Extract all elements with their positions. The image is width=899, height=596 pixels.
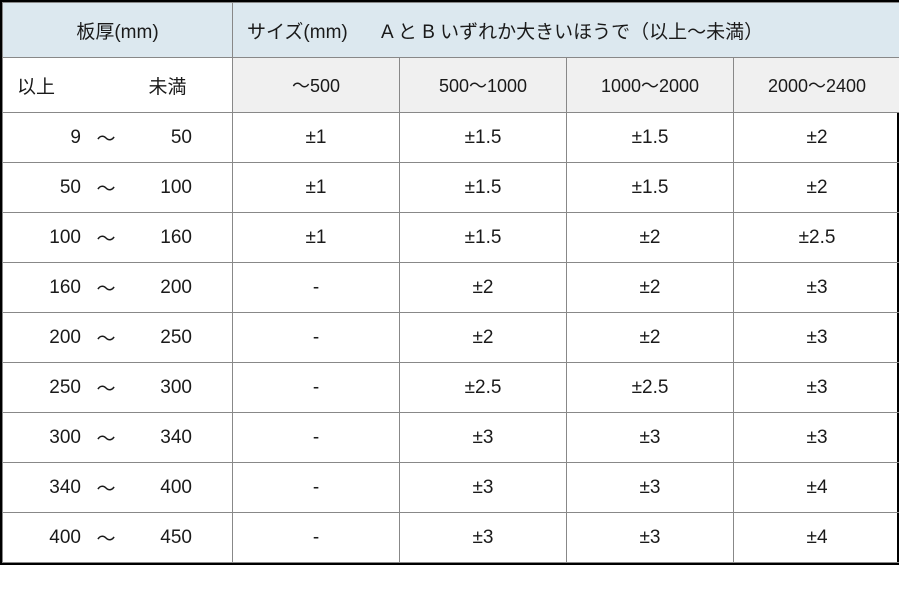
thickness-low: 100 xyxy=(21,227,81,249)
range-separator: ～ xyxy=(81,124,131,151)
tolerance-value: ±2.5 xyxy=(567,363,734,413)
thickness-low: 340 xyxy=(21,477,81,499)
tolerance-value: ±2 xyxy=(567,213,734,263)
thickness-low: 200 xyxy=(21,327,81,349)
thickness-range: 340～400 xyxy=(3,463,233,513)
tolerance-value: ±1 xyxy=(233,213,400,263)
thickness-high: 450 xyxy=(131,527,208,549)
table-row: 200～250-±2±2±3 xyxy=(3,313,899,363)
tolerance-value: ±3 xyxy=(567,463,734,513)
tolerance-value: ±1 xyxy=(233,113,400,163)
tolerance-value: ±3 xyxy=(567,513,734,563)
thickness-range: 300～340 xyxy=(3,413,233,463)
thickness-low: 160 xyxy=(21,277,81,299)
tolerance-table: 板厚(mm) サイズ(mm) A と B いずれか大きいほうで（以上～未満） 以… xyxy=(2,2,899,563)
tolerance-value: ±1.5 xyxy=(567,163,734,213)
range-separator: ～ xyxy=(81,274,131,301)
size-col-3: 2000～2400 xyxy=(734,58,899,113)
header-thickness: 板厚(mm) xyxy=(3,3,233,58)
thickness-high: 50 xyxy=(131,127,208,149)
table-row: 400～450-±3±3±4 xyxy=(3,513,899,563)
tolerance-value: - xyxy=(233,363,400,413)
tolerance-value: ±2 xyxy=(734,113,899,163)
thickness-range: 200～250 xyxy=(3,313,233,363)
thickness-low: 9 xyxy=(21,127,81,149)
table-row: 50～100±1±1.5±1.5±2 xyxy=(3,163,899,213)
tolerance-value: - xyxy=(233,513,400,563)
thickness-high: 300 xyxy=(131,377,208,399)
tolerance-value: ±1.5 xyxy=(567,113,734,163)
thickness-low: 250 xyxy=(21,377,81,399)
tolerance-value: ±2 xyxy=(567,313,734,363)
tolerance-value: ±1.5 xyxy=(400,163,567,213)
range-separator: ～ xyxy=(81,424,131,451)
tolerance-value: ±3 xyxy=(734,313,899,363)
subheader-thickness: 以上 未満 xyxy=(3,58,233,113)
tolerance-value: - xyxy=(233,313,400,363)
tolerance-value: ±2 xyxy=(734,163,899,213)
range-separator: ～ xyxy=(81,224,131,251)
tolerance-value: ±1.5 xyxy=(400,113,567,163)
header-size-label: サイズ(mm) xyxy=(247,17,348,44)
tolerance-value: ±3 xyxy=(734,413,899,463)
tolerance-value: ±3 xyxy=(567,413,734,463)
tolerance-value: ±3 xyxy=(734,263,899,313)
thickness-high: 400 xyxy=(131,477,208,499)
tolerance-value: - xyxy=(233,463,400,513)
range-separator: ～ xyxy=(81,374,131,401)
table-row: 300～340-±3±3±3 xyxy=(3,413,899,463)
thickness-range: 9～50 xyxy=(3,113,233,163)
tolerance-value: ±3 xyxy=(734,363,899,413)
tolerance-value: ±4 xyxy=(734,513,899,563)
table-row: 100～160±1±1.5±2±2.5 xyxy=(3,213,899,263)
table-row: 9～50±1±1.5±1.5±2 xyxy=(3,113,899,163)
table-subheader-row: 以上 未満 ～500 500～1000 1000～2000 2000～2400 xyxy=(3,58,899,113)
range-separator: ～ xyxy=(81,324,131,351)
thickness-range: 160～200 xyxy=(3,263,233,313)
subheader-low-label: 以上 xyxy=(17,72,77,99)
tolerance-value: ±2 xyxy=(400,263,567,313)
range-separator: ～ xyxy=(81,474,131,501)
tolerance-table-wrapper: 板厚(mm) サイズ(mm) A と B いずれか大きいほうで（以上～未満） 以… xyxy=(0,0,899,565)
thickness-high: 200 xyxy=(131,277,208,299)
size-col-2: 1000～2000 xyxy=(567,58,734,113)
thickness-low: 400 xyxy=(21,527,81,549)
subheader-high-label: 未満 xyxy=(127,72,208,99)
thickness-range: 50～100 xyxy=(3,163,233,213)
tolerance-value: ±2 xyxy=(400,313,567,363)
tolerance-value: ±1 xyxy=(233,163,400,213)
size-col-0: ～500 xyxy=(233,58,400,113)
thickness-high: 250 xyxy=(131,327,208,349)
table-row: 340～400-±3±3±4 xyxy=(3,463,899,513)
thickness-range: 250～300 xyxy=(3,363,233,413)
tolerance-value: ±2.5 xyxy=(734,213,899,263)
tolerance-value: ±2 xyxy=(567,263,734,313)
thickness-high: 100 xyxy=(131,177,208,199)
tolerance-value: ±3 xyxy=(400,413,567,463)
tolerance-value: ±3 xyxy=(400,513,567,563)
range-separator: ～ xyxy=(81,174,131,201)
thickness-high: 160 xyxy=(131,227,208,249)
header-size-note: A と B いずれか大きいほうで（以上～未満） xyxy=(381,17,763,44)
table-row: 160～200-±2±2±3 xyxy=(3,263,899,313)
table-header-row: 板厚(mm) サイズ(mm) A と B いずれか大きいほうで（以上～未満） xyxy=(3,3,899,58)
thickness-high: 340 xyxy=(131,427,208,449)
thickness-range: 100～160 xyxy=(3,213,233,263)
range-separator: ～ xyxy=(81,524,131,551)
thickness-low: 50 xyxy=(21,177,81,199)
tolerance-value: ±2.5 xyxy=(400,363,567,413)
tolerance-value: ±1.5 xyxy=(400,213,567,263)
size-col-1: 500～1000 xyxy=(400,58,567,113)
tolerance-value: - xyxy=(233,263,400,313)
tolerance-value: ±3 xyxy=(400,463,567,513)
thickness-low: 300 xyxy=(21,427,81,449)
tolerance-value: - xyxy=(233,413,400,463)
table-row: 250～300-±2.5±2.5±3 xyxy=(3,363,899,413)
tolerance-value: ±4 xyxy=(734,463,899,513)
thickness-range: 400～450 xyxy=(3,513,233,563)
header-size: サイズ(mm) A と B いずれか大きいほうで（以上～未満） xyxy=(233,3,899,58)
